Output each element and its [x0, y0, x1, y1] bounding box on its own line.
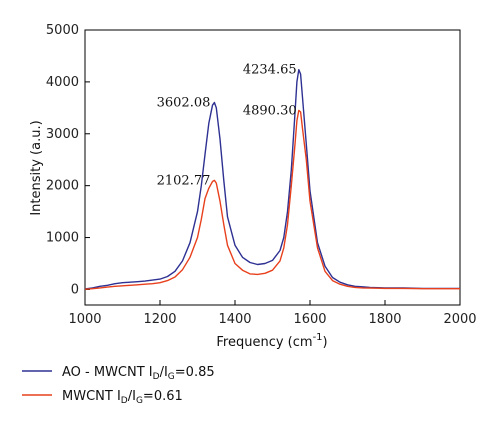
- x-tick-label: 1400: [218, 312, 251, 327]
- x-tick-label: 2000: [443, 312, 476, 327]
- peak-annotations: 3602.08 2102.77 4234.65 4890.30: [157, 63, 297, 189]
- x-axis-title: Frequency (cm-1): [216, 332, 327, 350]
- peak-label: 3602.08: [157, 96, 211, 111]
- x-axis-title-end: ): [323, 335, 328, 350]
- x-axis-title-superscript: -1: [313, 332, 323, 343]
- plot-frame: [84, 29, 461, 306]
- x-axis-title-main: Frequency (cm: [216, 335, 312, 350]
- x-tick-label: 1200: [143, 312, 176, 327]
- series-line-1: [84, 109, 460, 290]
- x-tick-label: 1800: [368, 312, 401, 327]
- legend-label-mwcnt: MWCNT ID/IG=0.61: [62, 389, 183, 406]
- peak-label: 4890.30: [243, 103, 297, 118]
- y-axis-title: Intensity (a.u.): [29, 120, 44, 215]
- legend: AO - MWCNT ID/IG=0.85 MWCNT ID/IG=0.61: [22, 365, 215, 406]
- y-tick-label: 5000: [46, 23, 79, 38]
- legend-label-ao-mwcnt: AO - MWCNT ID/IG=0.85: [62, 365, 215, 382]
- y-axis: 0 1000 2000 3000 4000 5000: [46, 23, 90, 297]
- y-tick-label: 0: [71, 282, 79, 297]
- series-line-0: [84, 69, 460, 290]
- peak-label: 4234.65: [243, 63, 297, 78]
- y-tick-label: 4000: [46, 75, 79, 90]
- y-tick-label: 3000: [46, 127, 79, 142]
- x-tick-label: 1000: [68, 312, 101, 327]
- series-lines: [84, 69, 460, 290]
- y-tick-label: 1000: [46, 231, 79, 246]
- y-tick-label: 2000: [46, 179, 79, 194]
- x-tick-label: 1600: [293, 312, 326, 327]
- peak-label: 2102.77: [157, 173, 211, 188]
- x-axis: 1000 1200 1400 1600 1800 2000: [68, 300, 477, 327]
